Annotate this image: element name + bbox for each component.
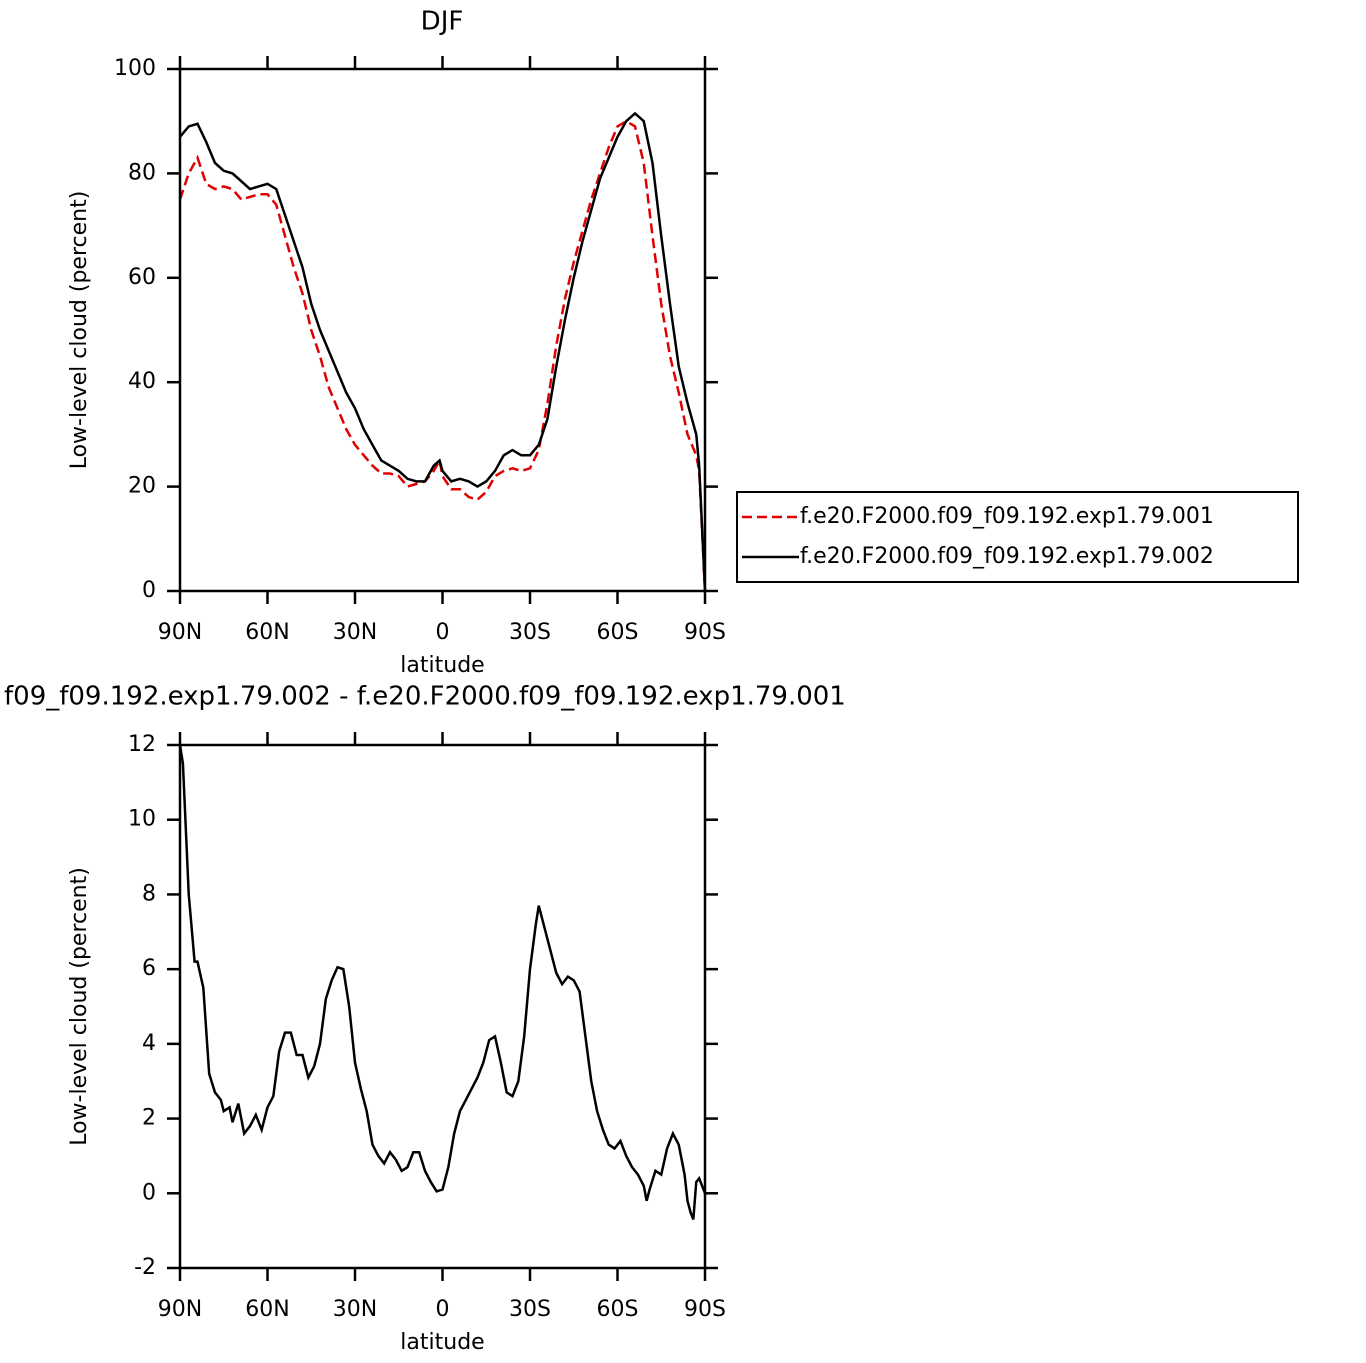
plot-frame [178, 67, 707, 593]
y-tick-label: 0 [142, 578, 156, 603]
y-tick-label: 4 [142, 1031, 156, 1056]
x-tick-label: 90S [684, 1297, 726, 1322]
y-tick-label: 100 [114, 56, 156, 81]
x-axis-label: latitude [400, 1330, 484, 1355]
x-tick-label: 60S [597, 1297, 639, 1322]
x-tick-label: 30N [333, 1297, 377, 1322]
x-tick-label: 90S [684, 620, 726, 645]
legend-label: f.e20.F2000.f09_f09.192.exp1.79.001 [800, 504, 1214, 529]
y-tick-label: 60 [128, 265, 156, 290]
x-tick-label: 90N [158, 1297, 202, 1322]
x-tick-label: 0 [436, 620, 450, 645]
x-tick-label: 60S [597, 620, 639, 645]
x-tick-label: 90N [158, 620, 202, 645]
y-axis-label: Low-level cloud (percent) [67, 867, 92, 1146]
x-tick-label: 60N [245, 620, 289, 645]
y-tick-label: 6 [142, 956, 156, 981]
x-tick-label: 0 [436, 1297, 450, 1322]
y-tick-label: 2 [142, 1106, 156, 1131]
y-tick-label: 80 [128, 160, 156, 185]
x-tick-label: 30S [509, 1297, 551, 1322]
chart-title: DJF [421, 7, 464, 37]
y-tick-label: 8 [142, 881, 156, 906]
data-line [179, 111, 707, 592]
y-tick-label: 40 [128, 369, 156, 394]
y-tick-label: 20 [128, 474, 156, 499]
y-tick-label: 10 [128, 807, 156, 832]
x-tick-label: 60N [245, 1297, 289, 1322]
chart-title: f09_f09.192.exp1.79.002 - f.e20.F2000.f0… [4, 682, 846, 712]
x-tick-label: 30N [333, 620, 377, 645]
x-axis-label: latitude [400, 653, 484, 678]
data-line [178, 744, 707, 1220]
y-tick-label: -2 [134, 1255, 156, 1280]
y-axis-label: Low-level cloud (percent) [67, 191, 92, 470]
x-tick-label: 30S [509, 620, 551, 645]
y-tick-label: 12 [128, 732, 156, 757]
legend-label: f.e20.F2000.f09_f09.192.exp1.79.002 [800, 544, 1214, 569]
legend-box [736, 491, 1299, 583]
y-tick-label: 0 [142, 1180, 156, 1205]
data-line [178, 119, 707, 592]
